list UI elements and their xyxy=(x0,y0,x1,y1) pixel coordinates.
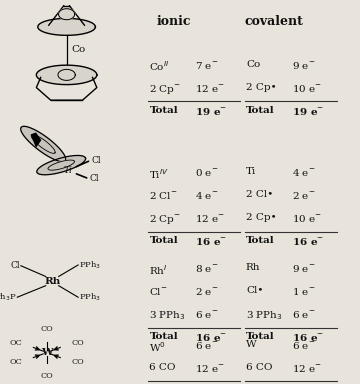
Text: W$^{0}$: W$^{0}$ xyxy=(149,340,166,354)
Text: PPh$_3$: PPh$_3$ xyxy=(79,291,101,303)
Text: 16 e$^{-}$: 16 e$^{-}$ xyxy=(195,236,228,247)
Text: 0 e$^{-}$: 0 e$^{-}$ xyxy=(195,167,219,178)
Text: 3 PPh$_3$: 3 PPh$_3$ xyxy=(149,309,186,322)
Text: Total: Total xyxy=(246,236,275,245)
Text: CO: CO xyxy=(40,324,53,333)
Text: 16 e$^{-}$: 16 e$^{-}$ xyxy=(292,332,324,343)
Text: 4 e$^{-}$: 4 e$^{-}$ xyxy=(292,167,315,178)
Text: Cl: Cl xyxy=(10,261,20,270)
Text: 6 e$^{-}$: 6 e$^{-}$ xyxy=(195,309,219,320)
Text: 19 e$^{-}$: 19 e$^{-}$ xyxy=(292,106,324,117)
Text: 6 CO: 6 CO xyxy=(149,363,176,372)
Text: Rh$^{I}$: Rh$^{I}$ xyxy=(149,263,168,277)
Polygon shape xyxy=(31,132,41,148)
Text: Total: Total xyxy=(246,106,275,114)
Text: OC: OC xyxy=(10,339,22,347)
Text: 2 Cp•: 2 Cp• xyxy=(246,83,276,91)
Text: 4 e$^{-}$: 4 e$^{-}$ xyxy=(195,190,219,201)
Text: 2 Cp$^{-}$: 2 Cp$^{-}$ xyxy=(149,213,181,226)
Text: Ti$^{IV}$: Ti$^{IV}$ xyxy=(149,167,169,181)
Text: 16 e$^{-}$: 16 e$^{-}$ xyxy=(292,236,324,247)
Text: Co: Co xyxy=(246,60,260,68)
Polygon shape xyxy=(21,126,66,162)
Text: 9 e$^{-}$: 9 e$^{-}$ xyxy=(292,263,315,274)
Text: 10 e$^{-}$: 10 e$^{-}$ xyxy=(292,213,321,224)
Text: Co: Co xyxy=(71,45,86,54)
Text: ionic: ionic xyxy=(157,15,191,28)
Polygon shape xyxy=(38,18,95,35)
Text: CO: CO xyxy=(71,358,84,366)
Text: 8 e$^{-}$: 8 e$^{-}$ xyxy=(195,263,219,274)
Text: 6 e$^{-}$: 6 e$^{-}$ xyxy=(292,340,315,351)
Text: 12 e$^{-}$: 12 e$^{-}$ xyxy=(195,213,225,224)
Text: Cl$^{-}$: Cl$^{-}$ xyxy=(149,286,168,297)
Text: covalent: covalent xyxy=(245,15,304,28)
Text: 2 e$^{-}$: 2 e$^{-}$ xyxy=(195,286,219,297)
Text: 2 Cl$^{-}$: 2 Cl$^{-}$ xyxy=(149,190,178,201)
Text: 2 Cp$^{-}$: 2 Cp$^{-}$ xyxy=(149,83,181,96)
Text: Ti: Ti xyxy=(64,166,73,175)
Text: 6 CO: 6 CO xyxy=(246,363,273,372)
Text: Cl: Cl xyxy=(92,156,102,165)
Text: 10 e$^{-}$: 10 e$^{-}$ xyxy=(292,83,321,94)
Text: Cl: Cl xyxy=(90,174,100,184)
Text: 3 PPh$_3$: 3 PPh$_3$ xyxy=(246,309,283,322)
Text: 7 e$^{-}$: 7 e$^{-}$ xyxy=(195,60,219,71)
Text: 12 e$^{-}$: 12 e$^{-}$ xyxy=(195,363,225,374)
Text: Rh: Rh xyxy=(246,263,260,272)
Text: 6 e$^{-}$: 6 e$^{-}$ xyxy=(195,340,219,351)
Text: Total: Total xyxy=(149,332,178,341)
Text: 1 e$^{-}$: 1 e$^{-}$ xyxy=(292,286,315,297)
Polygon shape xyxy=(58,70,75,80)
Text: Ti: Ti xyxy=(246,167,256,176)
Polygon shape xyxy=(37,156,86,175)
Text: Ph$_3$P: Ph$_3$P xyxy=(0,291,16,303)
Text: Rh: Rh xyxy=(44,276,60,286)
Text: OC: OC xyxy=(10,358,22,366)
Text: 12 e$^{-}$: 12 e$^{-}$ xyxy=(195,83,225,94)
Text: 2 Cl•: 2 Cl• xyxy=(246,190,273,199)
Text: PPh$_3$: PPh$_3$ xyxy=(79,259,101,271)
Text: Co$^{II}$: Co$^{II}$ xyxy=(149,60,170,73)
Text: 6 e$^{-}$: 6 e$^{-}$ xyxy=(292,309,315,320)
Text: Total: Total xyxy=(246,332,275,341)
Text: 2 e$^{-}$: 2 e$^{-}$ xyxy=(292,190,315,201)
Text: Cl•: Cl• xyxy=(246,286,263,295)
Text: 16 e$^{-}$: 16 e$^{-}$ xyxy=(195,332,228,343)
Text: CO: CO xyxy=(71,339,84,347)
Text: 12 e$^{-}$: 12 e$^{-}$ xyxy=(292,363,321,374)
Polygon shape xyxy=(36,65,97,84)
Text: W: W xyxy=(41,348,53,357)
Text: CO: CO xyxy=(40,372,53,381)
Text: 19 e$^{-}$: 19 e$^{-}$ xyxy=(195,106,228,117)
Text: W: W xyxy=(246,340,257,349)
Polygon shape xyxy=(48,160,75,170)
Text: Total: Total xyxy=(149,106,178,114)
Polygon shape xyxy=(59,9,75,20)
Polygon shape xyxy=(31,135,55,153)
Text: Total: Total xyxy=(149,236,178,245)
Text: 2 Cp•: 2 Cp• xyxy=(246,213,276,222)
Text: 9 e$^{-}$: 9 e$^{-}$ xyxy=(292,60,315,71)
